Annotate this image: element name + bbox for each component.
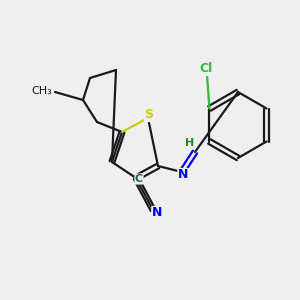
Text: N: N: [178, 169, 188, 182]
Text: Cl: Cl: [200, 62, 213, 76]
Text: H: H: [185, 138, 195, 148]
Text: N: N: [152, 206, 162, 220]
Text: C: C: [135, 174, 143, 184]
Text: CH₃: CH₃: [31, 86, 52, 96]
Text: S: S: [145, 109, 154, 122]
